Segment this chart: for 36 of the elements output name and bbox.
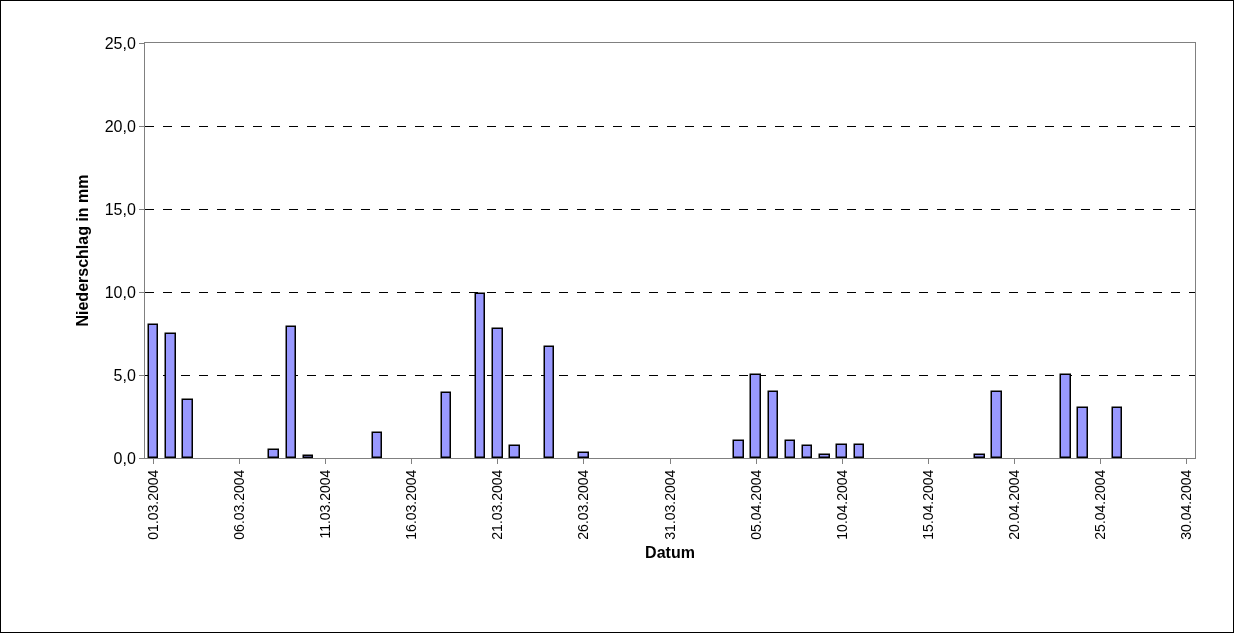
y-axis-title: Niederschlag in mm (73, 174, 91, 327)
bar (440, 391, 451, 458)
bar (767, 390, 778, 458)
y-tick-label: 10,0 (104, 283, 136, 301)
x-axis-title: Datum (645, 544, 695, 562)
x-tick-label: 10.04.2004 (833, 469, 850, 540)
bar (801, 444, 812, 458)
x-tick-label: 06.03.2004 (231, 469, 248, 540)
y-tick-label: 5,0 (113, 366, 136, 384)
x-tick-label: 05.04.2004 (747, 469, 764, 540)
y-tick-label: 25,0 (104, 34, 136, 52)
x-tick-label: 11.03.2004 (317, 469, 334, 539)
bar (853, 443, 864, 458)
x-tick-label: 15.04.2004 (919, 469, 936, 540)
bar (181, 398, 193, 458)
x-tick-label: 31.03.2004 (661, 469, 678, 540)
x-tick-label: 25.04.2004 (1091, 469, 1108, 540)
bar (1111, 406, 1122, 458)
bar (732, 439, 744, 458)
x-tick-label: 20.04.2004 (1005, 469, 1022, 540)
bar (784, 439, 795, 458)
y-tick-label: 0,0 (113, 449, 136, 467)
x-tick-label: 16.03.2004 (403, 469, 420, 540)
x-tick-label: 01.03.2004 (145, 469, 162, 540)
y-tick-label: 15,0 (104, 200, 136, 218)
bar (508, 444, 520, 458)
bar (267, 448, 279, 458)
bar (371, 431, 382, 458)
bar (835, 443, 847, 458)
y-tick-label: 20,0 (104, 117, 136, 135)
x-tick-label: 30.04.2004 (1177, 469, 1194, 540)
x-tick-label: 26.03.2004 (575, 469, 592, 540)
bar (1076, 406, 1088, 458)
bar (577, 451, 589, 458)
x-tick-label: 21.03.2004 (489, 469, 506, 540)
bar (990, 390, 1002, 458)
